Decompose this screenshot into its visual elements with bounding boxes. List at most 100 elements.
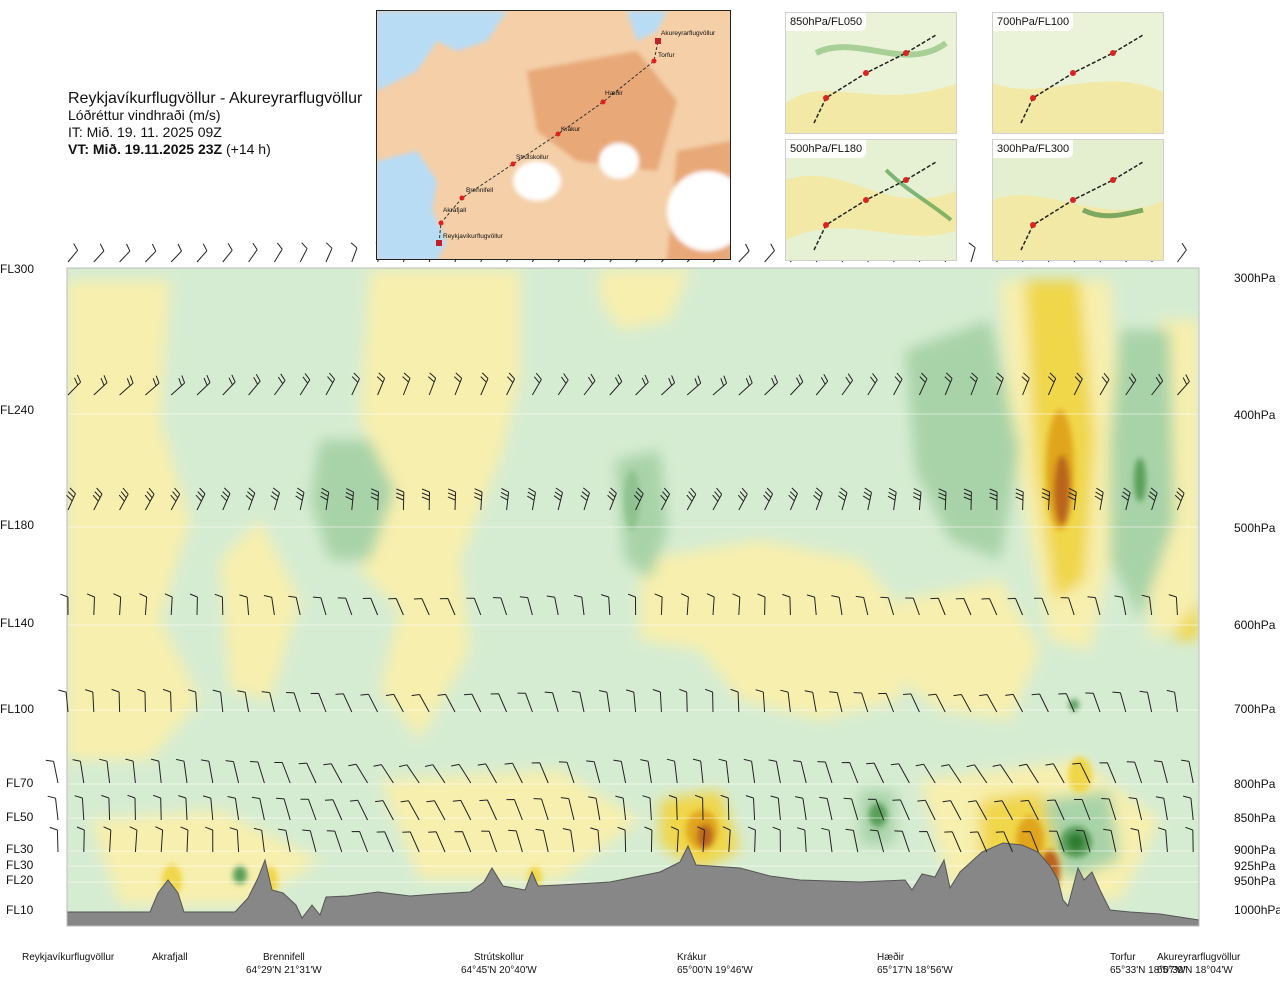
- wind-barb: [893, 372, 903, 396]
- wind-barb: [867, 798, 885, 821]
- wind-barb: [919, 831, 936, 853]
- wind-barb: [99, 758, 111, 784]
- wind-barb: [288, 595, 301, 616]
- wind-barb: [607, 487, 617, 511]
- wind-barb: [1177, 242, 1187, 263]
- wind-barb: [1139, 690, 1153, 713]
- wind-barb: [732, 593, 741, 616]
- x-location-krakur: Krákur 65°00'N 19°46'W: [677, 951, 753, 977]
- wind-barb: [504, 762, 523, 784]
- y-tick-label-right: 1000hPa: [1234, 903, 1280, 917]
- wind-barb: [1099, 372, 1110, 396]
- wind-barb: [150, 758, 162, 784]
- x-location-coord: 64°29'N 21°31'W: [246, 965, 322, 976]
- wind-barb: [239, 594, 250, 616]
- wind-barb: [588, 796, 601, 821]
- updraft-region: [380, 770, 640, 880]
- valid-time-value: VT: Mið. 19.11.2025 23Z: [68, 141, 223, 157]
- wind-barb: [298, 762, 317, 784]
- wind-barb: [880, 596, 895, 616]
- wind-barb: [345, 488, 354, 511]
- wind-barb: [261, 691, 275, 713]
- waypoint-marker: [555, 131, 561, 137]
- wind-barb: [162, 688, 172, 713]
- wind-barb: [129, 826, 138, 853]
- terrain-profile: [67, 842, 1199, 926]
- thumbnail-700hpa[interactable]: 700hPa/FL100: [992, 12, 1164, 134]
- wind-barb: [694, 794, 704, 821]
- wind-barb: [757, 593, 766, 616]
- wind-barb: [270, 487, 280, 511]
- glacier: [667, 171, 730, 251]
- wind-barb: [325, 242, 333, 263]
- wind-barb: [274, 762, 291, 784]
- wind-barb: [1181, 759, 1194, 784]
- thumbnail-500hpa[interactable]: 500hPa/FL180: [785, 139, 957, 261]
- wind-barb: [477, 763, 498, 784]
- wind-barb: [953, 694, 972, 713]
- wind-barb: [200, 759, 214, 784]
- downdraft-core: [1134, 458, 1146, 502]
- wind-barb: [1041, 488, 1051, 511]
- thumbnail-label: 700hPa/FL100: [993, 13, 1074, 31]
- wind-barb: [273, 242, 283, 263]
- wind-barb: [838, 487, 848, 511]
- wind-barb: [955, 598, 972, 616]
- airport-marker: [655, 38, 661, 44]
- wind-barb: [992, 764, 1014, 784]
- wind-barb: [902, 693, 920, 713]
- x-location-name: Akureyrarflugvöllur: [1157, 952, 1241, 963]
- wind-barb: [376, 372, 386, 396]
- wind-barb: [772, 826, 781, 853]
- wind-barb: [942, 800, 962, 821]
- wind-barb: [323, 763, 343, 784]
- wind-barb: [411, 694, 430, 713]
- wind-barb: [454, 831, 472, 853]
- wind-barb: [627, 593, 637, 616]
- updraft-core: [697, 824, 713, 848]
- wind-barb: [535, 828, 549, 853]
- wind-barb: [180, 826, 189, 853]
- wind-barb: [697, 826, 705, 853]
- wind-barb: [995, 831, 1014, 853]
- wind-barb: [463, 693, 482, 713]
- glacier: [599, 143, 639, 179]
- waypoint-marker: [510, 161, 516, 167]
- thumbnail-300hpa[interactable]: 300hPa/FL300: [992, 139, 1164, 261]
- wind-barb: [103, 826, 112, 853]
- map-label: Torfur: [658, 52, 675, 59]
- wind-barb: [227, 796, 240, 821]
- wind-barb: [966, 764, 988, 784]
- wind-barb: [396, 488, 405, 511]
- updraft-region: [600, 270, 690, 330]
- wind-barb: [1128, 797, 1143, 821]
- wind-barb: [738, 243, 750, 263]
- wind-barb: [214, 593, 224, 616]
- thumbnail-850hpa[interactable]: 850hPa/FL050: [785, 12, 957, 134]
- wind-barb: [652, 689, 662, 713]
- wind-barb: [1018, 763, 1039, 784]
- x-location-name: Akrafjall: [152, 952, 188, 963]
- wind-barb: [278, 828, 291, 853]
- y-tick-label-left: FL240: [0, 403, 35, 417]
- wind-barb: [144, 487, 155, 511]
- wind-barb: [867, 373, 878, 396]
- wind-barb: [666, 758, 678, 784]
- wind-barb: [768, 759, 781, 784]
- wind-barb: [506, 372, 516, 396]
- wind-barb: [212, 689, 224, 713]
- wind-barb: [337, 597, 353, 616]
- wind-barb: [738, 375, 753, 396]
- y-tick-label-left: FL20: [6, 873, 34, 887]
- wind-barb: [145, 243, 157, 263]
- wind-barb: [302, 829, 317, 853]
- waypoint-marker: [651, 58, 657, 64]
- wind-barb: [473, 488, 483, 511]
- wind-barb: [119, 243, 131, 263]
- wind-barb: [979, 694, 998, 713]
- wind-barb: [944, 372, 953, 396]
- wind-barb: [248, 374, 261, 396]
- wind-barb: [963, 488, 972, 511]
- y-tick-label-left: FL70: [6, 776, 34, 790]
- downdraft-region: [905, 320, 1020, 560]
